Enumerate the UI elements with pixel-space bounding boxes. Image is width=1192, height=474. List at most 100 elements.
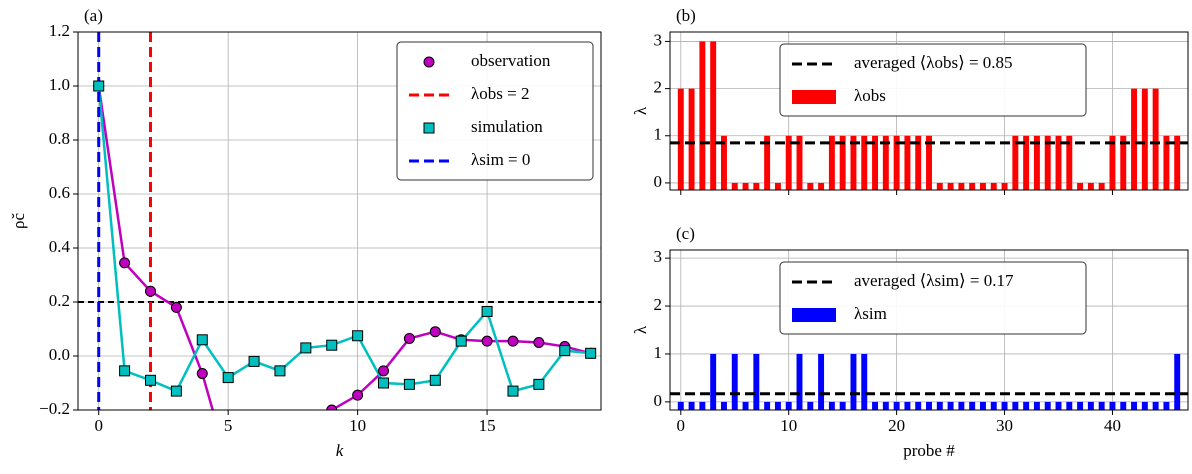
bar — [1109, 135, 1116, 190]
legend-box — [779, 261, 1087, 335]
axes-frame — [669, 249, 1189, 411]
bar — [710, 353, 717, 410]
bar — [1055, 135, 1062, 190]
bar — [850, 353, 857, 410]
bar — [1044, 401, 1051, 410]
bar — [807, 182, 814, 190]
axes-frame — [77, 31, 602, 411]
bar — [1023, 135, 1030, 190]
bar — [926, 401, 932, 410]
panel-label: (a) — [84, 6, 103, 25]
bar — [1152, 88, 1159, 190]
bar — [1023, 401, 1030, 410]
marker — [378, 377, 390, 389]
plot-area — [670, 353, 1188, 410]
bar — [1033, 135, 1040, 190]
bar — [872, 135, 879, 190]
bar — [1012, 401, 1019, 410]
bar — [753, 182, 760, 190]
bar — [753, 353, 760, 410]
panel-label: (c) — [676, 224, 695, 243]
marker — [585, 347, 597, 359]
bar — [990, 401, 997, 410]
marker — [507, 385, 519, 397]
bar — [1012, 135, 1019, 190]
marker — [559, 345, 571, 357]
x-tick-label: 0 — [677, 416, 686, 435]
bar — [1098, 182, 1105, 190]
marker — [170, 301, 182, 313]
bar — [699, 41, 706, 190]
y-tick-label: 0 — [654, 172, 663, 191]
bar — [1141, 401, 1148, 410]
bar — [936, 401, 943, 410]
marker — [326, 339, 338, 351]
bar — [1131, 88, 1138, 190]
bar — [1141, 88, 1148, 190]
bar — [958, 182, 965, 190]
plot-area — [670, 41, 1188, 190]
bar — [688, 401, 695, 410]
marker — [378, 365, 390, 377]
x-tick-label: 30 — [996, 416, 1013, 435]
bar — [796, 353, 803, 410]
bar — [1066, 401, 1073, 410]
y-tick-label: 2 — [654, 78, 663, 97]
legend-label: λobs — [854, 86, 886, 105]
bar — [915, 401, 922, 410]
bar — [764, 401, 771, 410]
bar — [861, 135, 868, 190]
y-axis-label: ρc̆ — [9, 213, 28, 229]
legend-marker — [423, 56, 435, 68]
panel: 0 1 2 3 (b) λ averaged ⟨λobs⟩ = 0.85 λobs — [631, 6, 1189, 195]
marker — [274, 365, 286, 377]
y-tick-label: 1 — [654, 343, 663, 362]
marker — [533, 378, 545, 390]
bar — [893, 401, 900, 410]
bar — [872, 401, 879, 410]
bar — [742, 401, 749, 410]
marker — [300, 342, 312, 354]
bar — [828, 401, 835, 410]
panel: 0 5 10 15 −0.2 0.0 0.2 0.4 0.6 0.8 1.0 1.2 (a) k ρc̆ ob… — [9, 6, 602, 460]
marker — [144, 285, 156, 297]
bar — [785, 401, 792, 410]
bar — [774, 182, 781, 190]
bar — [677, 401, 684, 410]
bar — [958, 401, 965, 410]
legend: averaged ⟨λsim⟩ = 0.17 λsim — [779, 261, 1087, 335]
bar — [882, 401, 889, 410]
bar — [785, 135, 792, 190]
bar — [796, 135, 803, 190]
bar — [839, 401, 846, 410]
bar — [688, 88, 695, 190]
y-tick-label: 3 — [654, 30, 663, 49]
marker — [533, 337, 545, 348]
marker — [455, 335, 467, 347]
bar — [818, 353, 825, 410]
marker — [352, 330, 364, 342]
bar — [915, 135, 922, 190]
x-tick-label: 15 — [479, 416, 496, 435]
legend-label: averaged ⟨λobs⟩ = 0.85 — [854, 53, 1013, 72]
x-tick-label: 10 — [780, 416, 797, 435]
bar — [807, 401, 814, 410]
marker — [507, 335, 519, 347]
bar — [947, 401, 954, 410]
legend-label: simulation — [471, 117, 543, 136]
legend-marker — [423, 122, 435, 134]
bar — [990, 182, 997, 190]
x-tick-label: 40 — [1104, 416, 1121, 435]
bar — [1163, 135, 1170, 190]
bar — [1163, 401, 1170, 410]
y-tick-label: −0.2 — [39, 399, 70, 418]
bar — [1131, 401, 1138, 410]
bar — [861, 353, 868, 410]
panel: 0 10 20 30 40 0 1 2 3 (c) probe # λ averaged ⟨λsim⟩ … — [631, 224, 1189, 460]
bar — [1066, 135, 1073, 190]
bar — [1044, 135, 1051, 190]
marker — [403, 378, 415, 390]
marker — [170, 385, 182, 397]
axes-frame — [669, 31, 1189, 191]
